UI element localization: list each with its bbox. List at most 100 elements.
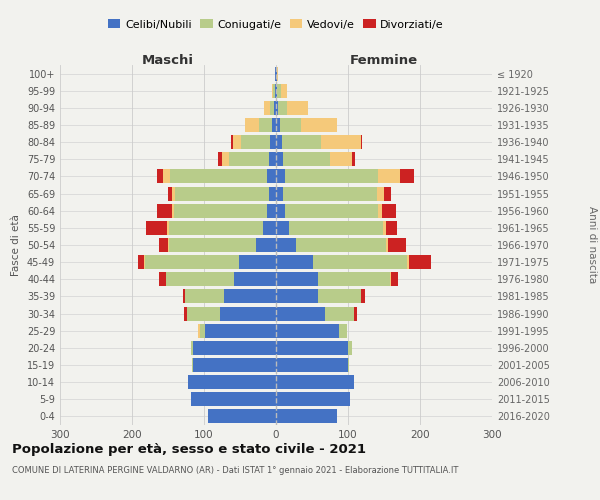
Legend: Celibi/Nubili, Coniugati/e, Vedovi/e, Divorziati/e: Celibi/Nubili, Coniugati/e, Vedovi/e, Di… [104, 15, 448, 34]
Bar [268, 204, 276, 218]
Bar [166, 272, 234, 286]
Bar [390, 272, 391, 286]
Bar [276, 66, 277, 80]
Bar [276, 118, 280, 132]
Bar [229, 152, 269, 166]
Bar [280, 118, 301, 132]
Text: Popolazione per età, sesso e stato civile - 2021: Popolazione per età, sesso e stato civil… [12, 442, 366, 456]
Bar [168, 238, 169, 252]
Bar [184, 306, 187, 320]
Bar [383, 221, 386, 235]
Text: Anni di nascita: Anni di nascita [587, 206, 597, 284]
Bar [208, 410, 276, 424]
Bar [169, 221, 263, 235]
Bar [276, 324, 340, 338]
Bar [325, 306, 354, 320]
Bar [276, 152, 283, 166]
Bar [318, 290, 361, 304]
Bar [239, 255, 276, 269]
Bar [409, 255, 431, 269]
Bar [289, 221, 383, 235]
Bar [283, 152, 330, 166]
Bar [276, 238, 296, 252]
Bar [377, 186, 384, 200]
Bar [352, 152, 355, 166]
Bar [276, 84, 277, 98]
Bar [275, 66, 276, 80]
Bar [188, 375, 276, 389]
Bar [348, 358, 349, 372]
Bar [382, 204, 396, 218]
Bar [386, 238, 388, 252]
Bar [276, 410, 337, 424]
Bar [276, 272, 318, 286]
Bar [378, 170, 400, 183]
Bar [273, 84, 275, 98]
Bar [391, 272, 398, 286]
Bar [276, 221, 289, 235]
Bar [198, 324, 200, 338]
Bar [275, 84, 276, 98]
Bar [296, 238, 386, 252]
Bar [386, 221, 397, 235]
Bar [168, 186, 172, 200]
Bar [277, 84, 281, 98]
Bar [175, 186, 269, 200]
Bar [378, 204, 382, 218]
Bar [276, 358, 348, 372]
Text: Maschi: Maschi [142, 54, 194, 66]
Bar [193, 341, 276, 355]
Bar [276, 255, 313, 269]
Bar [241, 135, 270, 149]
Bar [263, 221, 276, 235]
Bar [276, 101, 278, 115]
Bar [276, 186, 283, 200]
Bar [278, 101, 287, 115]
Bar [224, 290, 276, 304]
Bar [384, 186, 391, 200]
Bar [272, 84, 273, 98]
Bar [183, 290, 185, 304]
Bar [185, 290, 224, 304]
Text: COMUNE DI LATERINA PERGINE VALDARNO (AR) - Dati ISTAT 1° gennaio 2021 - Elaboraz: COMUNE DI LATERINA PERGINE VALDARNO (AR)… [12, 466, 458, 475]
Bar [354, 306, 358, 320]
Bar [318, 272, 390, 286]
Bar [205, 324, 276, 338]
Bar [265, 101, 270, 115]
Bar [232, 135, 233, 149]
Bar [191, 341, 193, 355]
Bar [245, 118, 259, 132]
Bar [234, 272, 276, 286]
Bar [269, 186, 276, 200]
Bar [400, 170, 414, 183]
Bar [268, 170, 276, 183]
Bar [276, 135, 282, 149]
Bar [348, 341, 352, 355]
Bar [218, 152, 222, 166]
Bar [340, 324, 347, 338]
Bar [270, 101, 274, 115]
Bar [282, 135, 322, 149]
Bar [163, 170, 170, 183]
Bar [301, 118, 337, 132]
Bar [191, 392, 276, 406]
Bar [233, 135, 241, 149]
Bar [276, 375, 354, 389]
Bar [222, 152, 229, 166]
Bar [277, 66, 278, 80]
Bar [167, 221, 169, 235]
Bar [407, 255, 409, 269]
Bar [276, 204, 284, 218]
Bar [281, 84, 287, 98]
Bar [284, 204, 378, 218]
Bar [158, 272, 166, 286]
Bar [287, 101, 308, 115]
Bar [272, 118, 276, 132]
Bar [145, 255, 239, 269]
Bar [187, 306, 220, 320]
Bar [361, 135, 362, 149]
Bar [259, 118, 272, 132]
Y-axis label: Fasce di età: Fasce di età [11, 214, 21, 276]
Bar [283, 186, 377, 200]
Bar [256, 238, 276, 252]
